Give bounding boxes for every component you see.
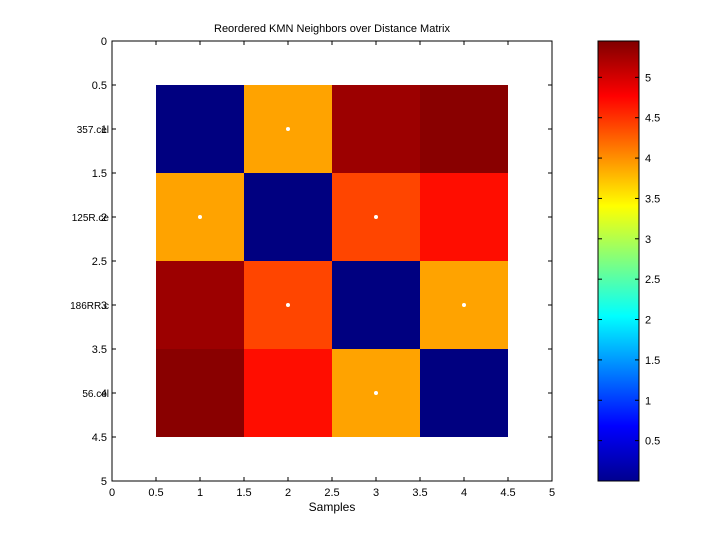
neighbor-marker xyxy=(462,303,466,307)
neighbor-markers xyxy=(198,127,466,395)
x-tick-label: 4 xyxy=(461,487,467,499)
x-tick-label: 2 xyxy=(285,487,291,499)
sample-label: 357.cel xyxy=(77,125,109,136)
x-tick-label: 3.5 xyxy=(412,487,427,499)
sample-label: 56.cel xyxy=(82,389,109,400)
y-tick-label: 4.5 xyxy=(92,432,107,444)
colorbar-tick-label: 2.5 xyxy=(645,274,660,286)
sample-label: 125R.ce xyxy=(72,213,110,224)
x-tick-label: 3 xyxy=(373,487,379,499)
x-tick-label: 1.5 xyxy=(236,487,251,499)
x-tick-label: 5 xyxy=(549,487,555,499)
heatmap-cell xyxy=(420,173,508,261)
colorbar xyxy=(597,40,640,482)
y-tick-label: 0.5 xyxy=(92,80,107,92)
colorbar-tick-label: 1.5 xyxy=(645,355,660,367)
y-tick-label: 4 xyxy=(101,388,107,400)
y-tick-label: 2.5 xyxy=(92,256,107,268)
neighbor-marker xyxy=(286,303,290,307)
x-tick-label: 4.5 xyxy=(500,487,515,499)
y-tick-label: 5 xyxy=(101,476,107,488)
heatmap-cell xyxy=(420,85,508,173)
chart-title: Reordered KMN Neighbors over Distance Ma… xyxy=(214,23,450,35)
neighbor-marker xyxy=(374,215,378,219)
y-tick-label: 3 xyxy=(101,300,107,312)
y-tick-label: 2 xyxy=(101,212,107,224)
x-tick-label: 0 xyxy=(109,487,115,499)
heatmap-cell xyxy=(420,349,508,437)
neighbor-marker xyxy=(198,215,202,219)
heatmap-cell xyxy=(332,85,420,173)
colorbar-tick-label: 4 xyxy=(645,153,651,165)
colorbar-tick-label: 3 xyxy=(645,234,651,246)
x-axis-ticks: 0 0.5 1 1.5 2 2.5 3 3.5 4 4.5 5 xyxy=(109,41,555,499)
colorbar-ticks: 0.5 1 1.5 2 2.5 3 3.5 4 4.5 5 xyxy=(598,72,660,448)
x-tick-label: 1 xyxy=(197,487,203,499)
heatmap-cell xyxy=(156,85,244,173)
heatmap-cell xyxy=(244,349,332,437)
colorbar-tick-label: 5 xyxy=(645,72,651,84)
y-tick-label: 1 xyxy=(101,124,107,136)
sample-label: 186RR.c xyxy=(70,301,109,312)
colorbar-tick-label: 1 xyxy=(645,395,651,407)
y-axis-ticks: 0 0.5 1.5 2.5 3.5 4.5 5 xyxy=(92,36,552,488)
neighbor-marker xyxy=(374,391,378,395)
x-axis-label: Samples xyxy=(309,500,356,514)
x-tick-label: 2.5 xyxy=(324,487,339,499)
colorbar-tick-label: 0.5 xyxy=(645,436,660,448)
y-tick-label: 0 xyxy=(101,36,107,48)
heatmap-cell xyxy=(332,261,420,349)
heatmap-cells xyxy=(156,85,508,437)
heatmap-cell xyxy=(156,261,244,349)
heatmap-cell xyxy=(244,173,332,261)
colorbar-tick-label: 2 xyxy=(645,315,651,327)
y-tick-label: 1.5 xyxy=(92,168,107,180)
neighbor-marker xyxy=(286,127,290,131)
x-tick-label: 0.5 xyxy=(148,487,163,499)
colorbar-tick-label: 4.5 xyxy=(645,113,660,125)
colorbar-tick-label: 3.5 xyxy=(645,193,660,205)
heatmap-cell xyxy=(156,349,244,437)
y-tick-label: 3.5 xyxy=(92,344,107,356)
